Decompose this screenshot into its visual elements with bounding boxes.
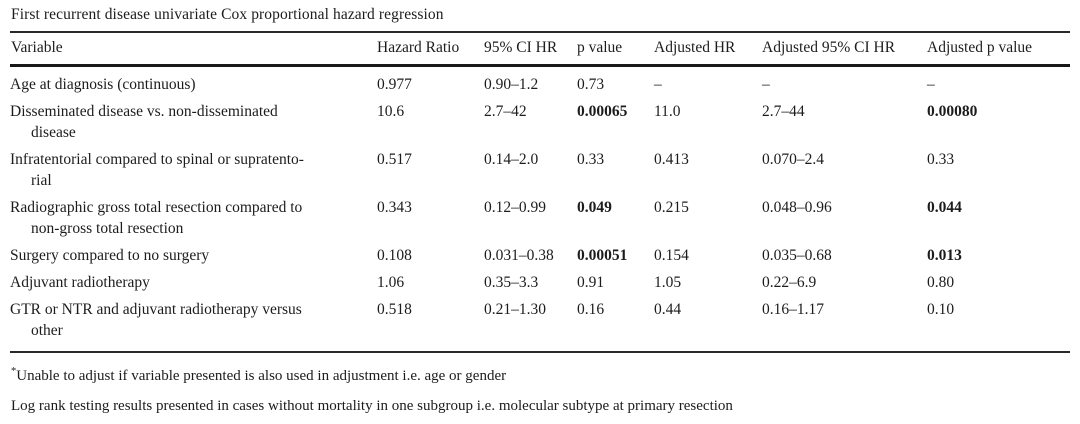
ci-cell: 0.12–0.99 — [484, 199, 546, 216]
table-row: Adjuvant radiotherapy 1.06 0.35–3.3 0.91… — [10, 269, 1070, 296]
adjusted-p-value-cell: 0.33 — [927, 151, 955, 168]
adjusted-p-value-cell: 0.013 — [927, 247, 962, 264]
table-row: GTR or NTR and adjuvant radiotherapy ver… — [10, 296, 1070, 353]
hazard-ratio-cell: 0.977 — [377, 76, 412, 93]
table-row: Disseminated disease vs. non-disseminate… — [10, 98, 1070, 146]
adjusted-hr-cell: 0.215 — [654, 199, 689, 216]
asterisk-marker: * — [11, 366, 17, 377]
ci-cell: 0.35–3.3 — [484, 274, 539, 291]
variable-cell: Adjuvant radiotherapy — [10, 269, 377, 296]
adjusted-p-value-cell: – — [927, 76, 935, 93]
variable-name-continued: non-gross total resection — [31, 220, 184, 237]
paper-table-figure: First recurrent disease univariate Cox p… — [10, 0, 1070, 416]
adjusted-ci-cell: 0.070–2.4 — [762, 151, 824, 168]
adjusted-ci-cell: 2.7–44 — [762, 103, 805, 120]
hazard-ratio-cell: 10.6 — [377, 103, 405, 120]
col-header-ci: 95% CI HR — [484, 33, 577, 67]
hazard-ratio-cell: 1.06 — [377, 274, 405, 291]
variable-name: GTR or NTR and adjuvant radiotherapy ver… — [10, 301, 302, 318]
p-value-cell: 0.00051 — [577, 247, 628, 264]
table-row: Infratentorial compared to spinal or sup… — [10, 146, 1070, 194]
adjusted-p-value-cell: 0.80 — [927, 274, 955, 291]
ci-cell: 0.90–1.2 — [484, 76, 539, 93]
p-value-cell: 0.33 — [577, 151, 605, 168]
adjusted-hr-cell: – — [654, 76, 662, 93]
variable-name: Adjuvant radiotherapy — [10, 274, 150, 291]
variable-name-continued: other — [31, 322, 63, 339]
table-title: First recurrent disease univariate Cox p… — [10, 0, 1070, 33]
variable-name-continued: rial — [31, 172, 52, 189]
variable-name-continued: disease — [31, 124, 76, 141]
variable-cell: Disseminated disease vs. non-disseminate… — [10, 98, 377, 146]
hazard-ratio-cell: 0.517 — [377, 151, 412, 168]
header-row: Variable Hazard Ratio 95% CI HR p value … — [10, 33, 1070, 67]
adjusted-ci-cell: 0.22–6.9 — [762, 274, 817, 291]
adjusted-hr-cell: 0.154 — [654, 247, 689, 264]
variable-cell: GTR or NTR and adjuvant radiotherapy ver… — [10, 296, 377, 353]
p-value-cell: 0.91 — [577, 274, 605, 291]
variable-cell: Infratentorial compared to spinal or sup… — [10, 146, 377, 194]
adjusted-p-value-cell: 0.00080 — [927, 103, 978, 120]
hazard-ratio-cell: 0.108 — [377, 247, 412, 264]
col-header-variable: Variable — [10, 33, 377, 67]
adjusted-hr-cell: 0.413 — [654, 151, 689, 168]
table-row: Radiographic gross total resection compa… — [10, 194, 1070, 242]
col-header-adjusted-ci: Adjusted 95% CI HR — [762, 33, 927, 67]
footnote-adjustment: *Unable to adjust if variable presented … — [11, 366, 1070, 386]
adjusted-p-value-cell: 0.044 — [927, 199, 962, 216]
hazard-ratio-cell: 0.518 — [377, 296, 484, 353]
p-value-cell: 0.73 — [577, 76, 605, 93]
variable-cell: Surgery compared to no surgery — [10, 242, 377, 269]
ci-cell: 0.14–2.0 — [484, 151, 539, 168]
p-value-cell: 0.049 — [577, 199, 612, 216]
variable-name: Age at diagnosis (continuous) — [10, 76, 196, 93]
variable-name: Surgery compared to no surgery — [10, 247, 210, 264]
variable-name: Infratentorial compared to spinal or sup… — [10, 151, 304, 168]
footnotes: *Unable to adjust if variable presented … — [11, 366, 1070, 416]
table-body: Age at diagnosis (continuous) 0.977 0.90… — [10, 66, 1070, 353]
ci-cell: 0.031–0.38 — [484, 247, 554, 264]
variable-cell: Age at diagnosis (continuous) — [10, 66, 377, 99]
col-header-hazard-ratio: Hazard Ratio — [377, 33, 484, 67]
adjusted-ci-cell: 0.035–0.68 — [762, 247, 832, 264]
variable-name: Disseminated disease vs. non-disseminate… — [10, 103, 278, 120]
footnote-adjustment-text: Unable to adjust if variable presented i… — [16, 368, 507, 384]
p-value-cell: 0.00065 — [577, 103, 628, 120]
col-header-p-value: p value — [577, 33, 654, 67]
table-row: Surgery compared to no surgery 0.108 0.0… — [10, 242, 1070, 269]
ci-cell: 0.21–1.30 — [484, 296, 577, 353]
ci-cell: 2.7–42 — [484, 103, 527, 120]
adjusted-hr-cell: 1.05 — [654, 274, 682, 291]
p-value-cell: 0.16 — [577, 296, 654, 353]
hazard-ratio-cell: 0.343 — [377, 199, 412, 216]
col-header-adjusted-hr: Adjusted HR — [654, 33, 762, 67]
adjusted-p-value-cell: 0.10 — [927, 296, 1070, 353]
adjusted-ci-cell: – — [762, 76, 770, 93]
adjusted-ci-cell: 0.16–1.17 — [762, 296, 927, 353]
adjusted-hr-cell: 0.44 — [654, 296, 762, 353]
cox-regression-table: Variable Hazard Ratio 95% CI HR p value … — [10, 33, 1070, 353]
footnote-logrank: Log rank testing results presented in ca… — [11, 398, 733, 414]
adjusted-hr-cell: 11.0 — [654, 103, 681, 120]
col-header-adjusted-p-value: Adjusted p value — [927, 33, 1070, 67]
table-row: Age at diagnosis (continuous) 0.977 0.90… — [10, 66, 1070, 99]
variable-name: Radiographic gross total resection compa… — [10, 199, 303, 216]
adjusted-ci-cell: 0.048–0.96 — [762, 199, 832, 216]
variable-cell: Radiographic gross total resection compa… — [10, 194, 377, 242]
